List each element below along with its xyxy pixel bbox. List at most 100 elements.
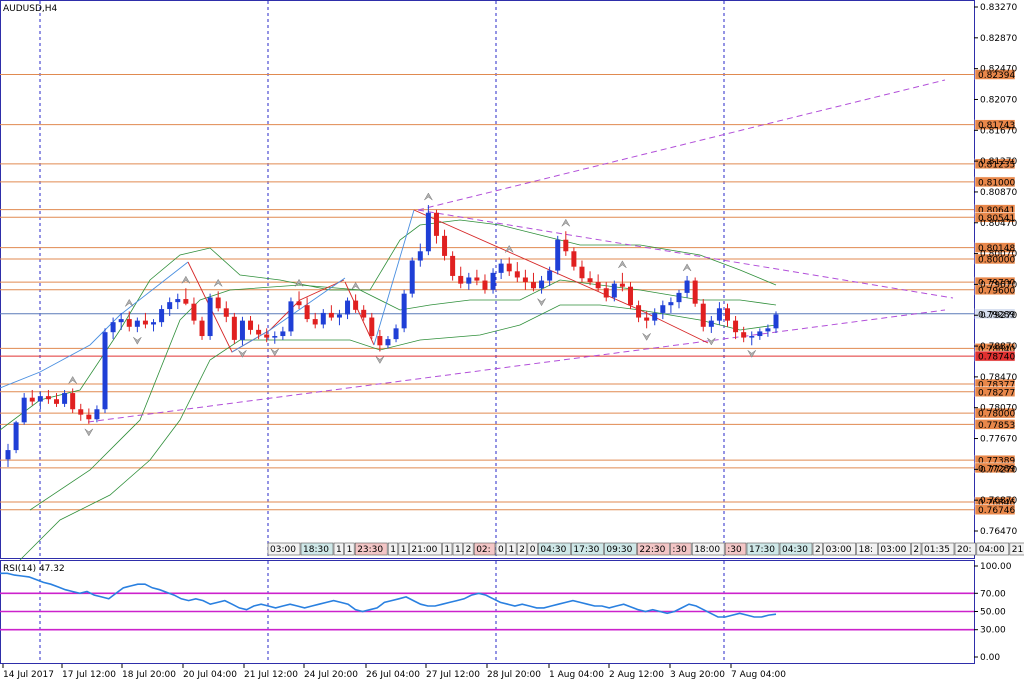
candle-bull bbox=[716, 308, 722, 321]
candle-bear bbox=[474, 277, 480, 281]
level-tag-label: 0.78277 bbox=[978, 388, 1015, 398]
session-tag-label: 20: bbox=[957, 545, 971, 555]
fractal-up-marker bbox=[213, 278, 223, 287]
level-tag-label: 0.78840 bbox=[978, 345, 1015, 355]
price-tick-label: 0.83270 bbox=[980, 3, 1017, 13]
candle-bear bbox=[199, 320, 205, 337]
candle-bear bbox=[377, 336, 383, 346]
candle-bull bbox=[272, 336, 278, 338]
time-tick-label: 2 Aug 12:00 bbox=[609, 670, 664, 680]
session-tag-label: 02: bbox=[476, 545, 490, 555]
candle-bear bbox=[450, 255, 456, 276]
candle-bear bbox=[700, 303, 706, 327]
wedge-resistance-line bbox=[417, 209, 954, 299]
candle-bull bbox=[37, 396, 43, 402]
candle-bull bbox=[21, 397, 27, 423]
fractal-up-marker bbox=[125, 298, 134, 307]
session-tag-label: 1 bbox=[509, 545, 515, 555]
session-tag-label: 1 bbox=[390, 545, 396, 555]
candle-bear bbox=[328, 312, 334, 318]
level-tag-label: 0.76846 bbox=[978, 499, 1015, 509]
session-tag bbox=[637, 542, 670, 556]
candle-bear bbox=[571, 251, 577, 267]
candle-bull bbox=[676, 292, 682, 303]
candle-bull bbox=[118, 319, 124, 323]
candle-bear bbox=[191, 303, 197, 321]
candle-bear bbox=[361, 309, 367, 318]
wedge-upper-line bbox=[417, 79, 946, 211]
level-tag bbox=[974, 407, 1016, 419]
session-tag-label: 21:00 bbox=[411, 545, 437, 555]
level-tag bbox=[974, 158, 1016, 170]
session-tag-label: 03:00 bbox=[270, 545, 296, 555]
session-tag bbox=[538, 542, 571, 556]
candle-bear bbox=[530, 282, 536, 289]
session-tag bbox=[604, 542, 637, 556]
support-resistance-layer: 0.82394 0.81743 0.81235 0.81000 0.806410.805… bbox=[0, 69, 1016, 516]
candle-bear bbox=[522, 277, 528, 283]
level-tag-label: 0.78000 bbox=[978, 410, 1015, 420]
candle-bear bbox=[627, 286, 633, 306]
level-tag-label: 0.77389 bbox=[978, 457, 1015, 467]
candle-bear bbox=[482, 280, 488, 290]
candle-bull bbox=[5, 450, 11, 460]
level-tag bbox=[974, 284, 1016, 296]
price-tick-label: 0.80870 bbox=[980, 188, 1017, 198]
rsi-title: RSI(14) 47.32 bbox=[3, 564, 65, 574]
candle-bear bbox=[741, 332, 747, 338]
fractal-up-marker bbox=[351, 281, 360, 290]
candle-bull bbox=[611, 283, 617, 298]
candle-bull bbox=[417, 251, 423, 261]
session-tag bbox=[746, 542, 780, 556]
candle-bear bbox=[514, 271, 520, 278]
candle-bear bbox=[506, 263, 512, 272]
fractal-up-marker bbox=[294, 278, 304, 287]
session-tag-label: 04:30 bbox=[782, 545, 808, 555]
level-tag bbox=[974, 69, 1016, 80]
fractal-markers-layer bbox=[68, 192, 756, 437]
candle-bull bbox=[749, 336, 755, 338]
session-tag bbox=[495, 542, 506, 556]
rsi-tick-label: 50.00 bbox=[980, 608, 1006, 618]
time-tick-label: 18 Jul 20:00 bbox=[122, 670, 176, 680]
price-tick-label: 0.78070 bbox=[980, 404, 1017, 414]
level-tag-label: 0.79289 bbox=[978, 310, 1015, 320]
session-tag-label: 01:35 bbox=[924, 545, 950, 555]
grid-layer bbox=[39, 1, 725, 663]
price-tick-label: 0.76470 bbox=[980, 527, 1017, 537]
session-tag bbox=[452, 542, 463, 556]
candle-bull bbox=[13, 422, 19, 451]
indicator-layer bbox=[0, 79, 954, 561]
price-tick-label: 0.82470 bbox=[980, 65, 1017, 75]
price-tick-label: 0.81670 bbox=[980, 126, 1017, 136]
rsi-tick-label: 70.00 bbox=[980, 589, 1006, 599]
candle-bear bbox=[724, 308, 730, 321]
candle-bull bbox=[393, 328, 399, 340]
candle-bear bbox=[70, 393, 76, 410]
fractal-down-marker bbox=[747, 350, 756, 358]
session-tag bbox=[954, 542, 977, 556]
fractal-up-marker bbox=[618, 260, 627, 269]
session-tag-label: 0 bbox=[498, 545, 504, 555]
level-tag-label: 0.82394 bbox=[978, 71, 1015, 81]
candle-bull bbox=[660, 305, 666, 313]
candle-bear bbox=[256, 329, 262, 335]
candle-bear bbox=[587, 278, 593, 283]
session-tag-label: 22:30 bbox=[639, 545, 665, 555]
session-tag-label: 23:30 bbox=[357, 545, 383, 555]
fractal-down-marker bbox=[537, 298, 546, 307]
time-tick-label: 24 Jul 20:00 bbox=[304, 670, 358, 680]
session-tag-label: 1 bbox=[444, 545, 450, 555]
session-tag bbox=[473, 542, 496, 556]
session-tag bbox=[976, 542, 1010, 556]
band-middle bbox=[29, 279, 777, 511]
session-tag-label: 18:00 bbox=[694, 545, 720, 555]
candle-bull bbox=[239, 320, 245, 340]
candle-bull bbox=[345, 300, 351, 315]
candle-bear bbox=[264, 334, 270, 338]
candle-bear bbox=[312, 319, 318, 325]
session-tag bbox=[398, 542, 409, 556]
level-tag-label: 0.80148 bbox=[978, 244, 1015, 254]
candle-bull bbox=[175, 299, 181, 303]
